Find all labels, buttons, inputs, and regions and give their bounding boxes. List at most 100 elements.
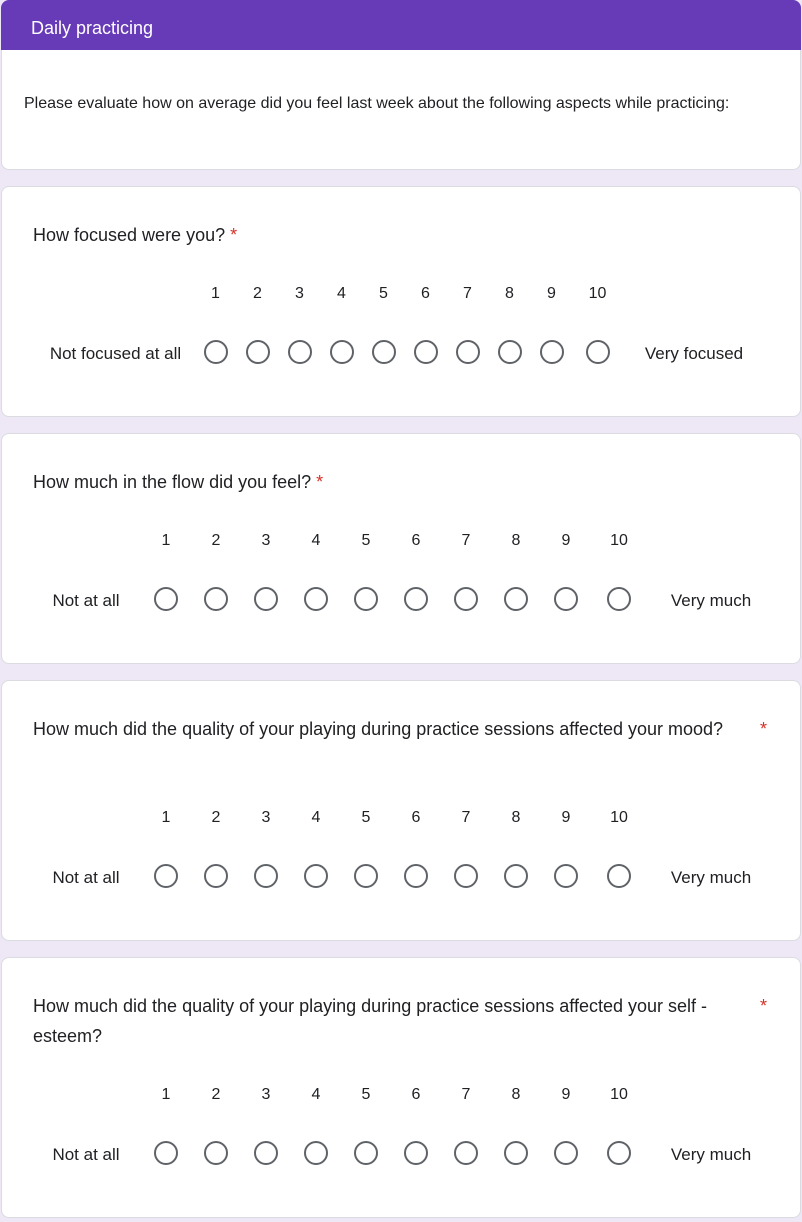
radio-button[interactable]	[607, 1141, 631, 1165]
radio-button[interactable]	[585, 340, 610, 364]
radio-button[interactable]	[354, 587, 378, 611]
scale-number: 10	[610, 809, 628, 826]
scale-option[interactable]: 2	[191, 806, 241, 888]
radio-button[interactable]	[454, 587, 478, 611]
radio-button[interactable]	[539, 340, 564, 364]
scale-option[interactable]: 8	[491, 529, 541, 611]
radio-button[interactable]	[554, 864, 578, 888]
scale-option[interactable]: 10	[591, 806, 647, 888]
high-label: Very much	[670, 591, 752, 610]
scale-number: 7	[463, 285, 472, 302]
scale-option[interactable]: 6	[391, 529, 441, 611]
scale-number: 1	[211, 285, 220, 302]
scale-option[interactable]: 4	[291, 806, 341, 888]
radio-button[interactable]	[504, 1141, 528, 1165]
radio-button[interactable]	[413, 340, 438, 364]
radio-button[interactable]	[254, 864, 278, 888]
radio-button[interactable]	[329, 340, 354, 364]
scale-option[interactable]: 4	[321, 282, 363, 364]
scale-option[interactable]: 1	[141, 529, 191, 611]
scale-option[interactable]: 7	[441, 529, 491, 611]
scale-option[interactable]: 8	[491, 1083, 541, 1165]
radio-button[interactable]	[354, 1141, 378, 1165]
required-asterisk: *	[230, 225, 238, 245]
scale-option[interactable]: 5	[341, 1083, 391, 1165]
low-label: Not focused at all	[49, 344, 182, 363]
scale-number: 5	[361, 532, 371, 549]
radio-button[interactable]	[203, 340, 228, 364]
radio-button[interactable]	[497, 340, 522, 364]
radio-button[interactable]	[354, 864, 378, 888]
scale-option[interactable]: 9	[541, 1083, 591, 1165]
scale-option[interactable]: 7	[441, 806, 491, 888]
radio-button[interactable]	[607, 864, 631, 888]
radio-button[interactable]	[304, 587, 328, 611]
scale-number: 8	[511, 532, 521, 549]
scale-number: 5	[361, 1086, 371, 1103]
scale-option[interactable]: 2	[191, 1083, 241, 1165]
scale-option[interactable]: 3	[241, 529, 291, 611]
scale-number: 5	[379, 285, 388, 302]
scale-option[interactable]: 7	[441, 1083, 491, 1165]
scale-number: 2	[211, 1086, 221, 1103]
scale-option[interactable]: 2	[191, 529, 241, 611]
scale-option[interactable]: 7	[447, 282, 489, 364]
question-text: How much in the flow did you feel?	[33, 472, 312, 492]
radio-button[interactable]	[554, 587, 578, 611]
scale-option[interactable]: 4	[291, 529, 341, 611]
radio-button[interactable]	[371, 340, 396, 364]
scale-number: 8	[505, 285, 514, 302]
scale-option[interactable]: 5	[363, 282, 405, 364]
radio-button[interactable]	[554, 1141, 578, 1165]
scale-option[interactable]: 6	[405, 282, 447, 364]
scale-option[interactable]: 3	[241, 1083, 291, 1165]
scale-number: 10	[610, 532, 628, 549]
radio-button[interactable]	[404, 1141, 428, 1165]
radio-button[interactable]	[204, 864, 228, 888]
radio-button[interactable]	[454, 1141, 478, 1165]
scale-option[interactable]: 6	[391, 1083, 441, 1165]
radio-button[interactable]	[504, 864, 528, 888]
radio-button[interactable]	[504, 587, 528, 611]
scale-option[interactable]: 10	[573, 282, 623, 364]
scale-option[interactable]: 9	[531, 282, 573, 364]
scale-option[interactable]: 6	[391, 806, 441, 888]
required-asterisk: *	[759, 996, 767, 1016]
radio-button[interactable]	[287, 340, 312, 364]
scale-option[interactable]: 5	[341, 529, 391, 611]
scale-option[interactable]: 3	[279, 282, 321, 364]
radio-button[interactable]	[254, 1141, 278, 1165]
scale-option[interactable]: 1	[195, 282, 237, 364]
radio-button[interactable]	[454, 864, 478, 888]
radio-button[interactable]	[304, 864, 328, 888]
scale-option[interactable]: 9	[541, 529, 591, 611]
scale-option[interactable]: 8	[489, 282, 531, 364]
radio-button[interactable]	[204, 1141, 228, 1165]
scale-option[interactable]: 1	[141, 806, 191, 888]
scale-number: 9	[561, 1086, 571, 1103]
question-title: How much did the quality of your playing…	[33, 991, 767, 1051]
scale-option[interactable]: 9	[541, 806, 591, 888]
scale-number: 7	[461, 532, 471, 549]
radio-button[interactable]	[245, 340, 270, 364]
radio-button[interactable]	[304, 1141, 328, 1165]
required-asterisk: *	[316, 472, 324, 492]
scale-option[interactable]: 4	[291, 1083, 341, 1165]
scale-option[interactable]: 2	[237, 282, 279, 364]
radio-button[interactable]	[154, 864, 178, 888]
radio-button[interactable]	[254, 587, 278, 611]
radio-button[interactable]	[404, 864, 428, 888]
radio-button[interactable]	[204, 587, 228, 611]
radio-button[interactable]	[455, 340, 480, 364]
question-card: How much did the quality of your playing…	[1, 957, 801, 1218]
scale-option[interactable]: 3	[241, 806, 291, 888]
scale-option[interactable]: 1	[141, 1083, 191, 1165]
radio-button[interactable]	[607, 587, 631, 611]
scale-option[interactable]: 10	[591, 1083, 647, 1165]
radio-button[interactable]	[154, 1141, 178, 1165]
scale-option[interactable]: 5	[341, 806, 391, 888]
scale-option[interactable]: 8	[491, 806, 541, 888]
scale-option[interactable]: 10	[591, 529, 647, 611]
radio-button[interactable]	[154, 587, 178, 611]
radio-button[interactable]	[404, 587, 428, 611]
